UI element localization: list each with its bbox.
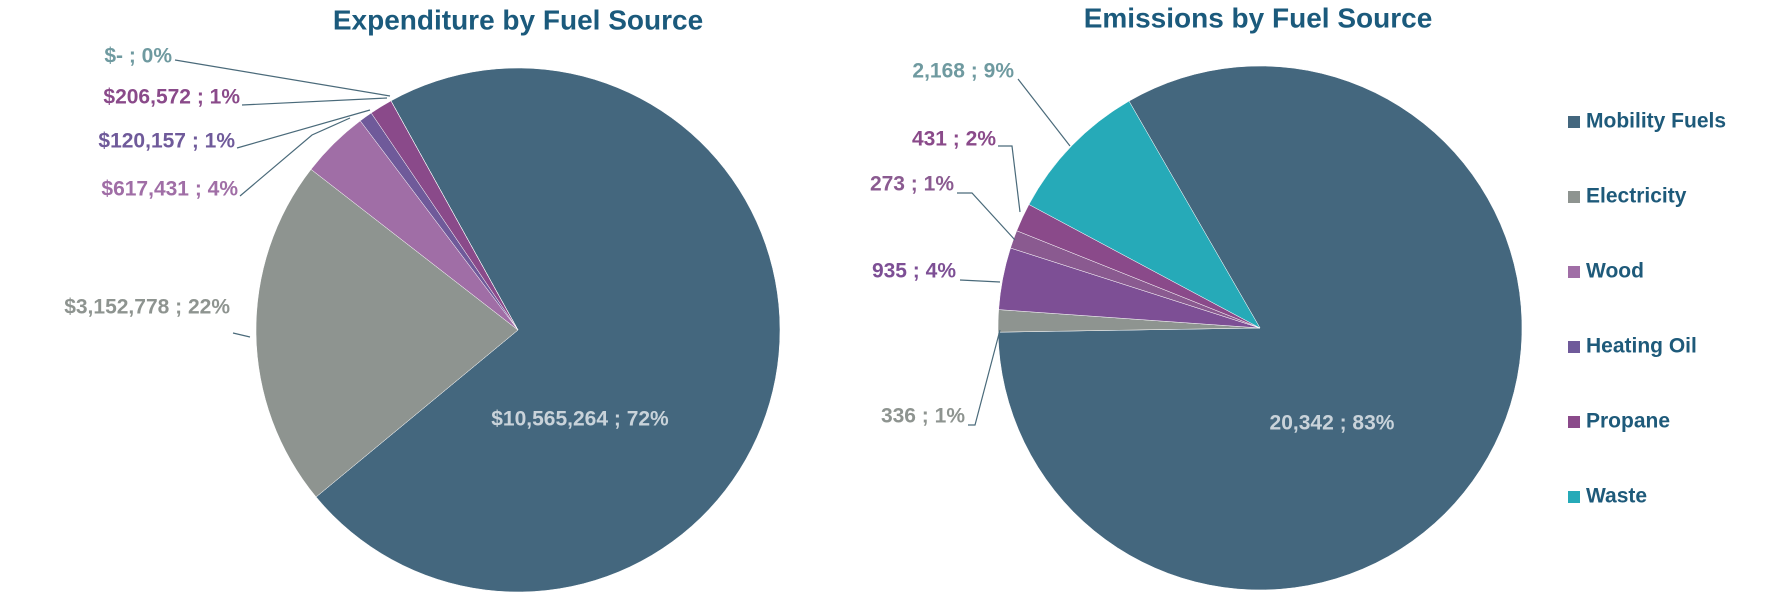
legend-swatch xyxy=(1568,341,1580,353)
leader-line xyxy=(239,117,351,197)
legend-swatch xyxy=(1568,266,1580,278)
leader-line xyxy=(959,279,1001,283)
data-label: 2,168 ; 9% xyxy=(912,60,1014,83)
data-label: 336 ; 1% xyxy=(881,405,965,428)
pie-slice xyxy=(1028,100,1261,329)
legend-label: Heating Oil xyxy=(1586,335,1697,358)
pie-slice xyxy=(315,67,781,593)
chart-title: Expenditure by Fuel Source xyxy=(333,4,703,35)
data-label: $206,572 ; 1% xyxy=(103,86,240,109)
data-label: 431 ; 2% xyxy=(912,128,996,151)
data-label: $- ; 0% xyxy=(104,45,172,68)
data-label: $3,152,778 ; 22% xyxy=(64,296,230,319)
chart-title: Emissions by Fuel Source xyxy=(1084,2,1433,33)
legend-label: Electricity xyxy=(1586,185,1687,208)
legend-label: Propane xyxy=(1586,410,1670,433)
legend-label: Wood xyxy=(1586,260,1644,283)
data-label: 935 ; 4% xyxy=(872,260,956,283)
pie-slice xyxy=(390,100,519,331)
legend-swatch xyxy=(1568,491,1580,503)
leader-line xyxy=(957,192,1016,241)
leader-line xyxy=(998,145,1021,213)
legend-swatch xyxy=(1568,191,1580,203)
leader-line xyxy=(241,97,388,106)
leader-line xyxy=(174,59,391,97)
legend-swatch xyxy=(1568,416,1580,428)
legend-label: Mobility Fuels xyxy=(1586,110,1726,133)
leader-line xyxy=(1017,78,1071,147)
legend-swatch xyxy=(1568,116,1580,128)
data-label: 20,342 ; 83% xyxy=(1270,412,1395,435)
leader-line xyxy=(968,329,1001,426)
data-label: 273 ; 1% xyxy=(870,173,954,196)
leader-line xyxy=(236,109,371,149)
leader-line xyxy=(232,332,251,338)
pie-slice xyxy=(255,169,519,498)
data-label: $617,431 ; 4% xyxy=(101,178,238,201)
data-label: $10,565,264 ; 72% xyxy=(491,408,669,431)
legend-label: Waste xyxy=(1586,485,1647,508)
data-label: $120,157 ; 1% xyxy=(98,130,235,153)
